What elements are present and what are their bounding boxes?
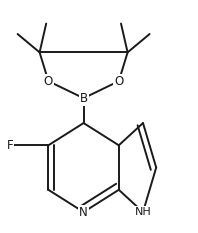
Text: F: F	[7, 139, 13, 152]
Text: NH: NH	[135, 207, 151, 217]
Text: O: O	[114, 75, 123, 88]
Text: N: N	[79, 206, 88, 219]
Text: B: B	[80, 92, 88, 105]
Text: O: O	[44, 75, 53, 88]
